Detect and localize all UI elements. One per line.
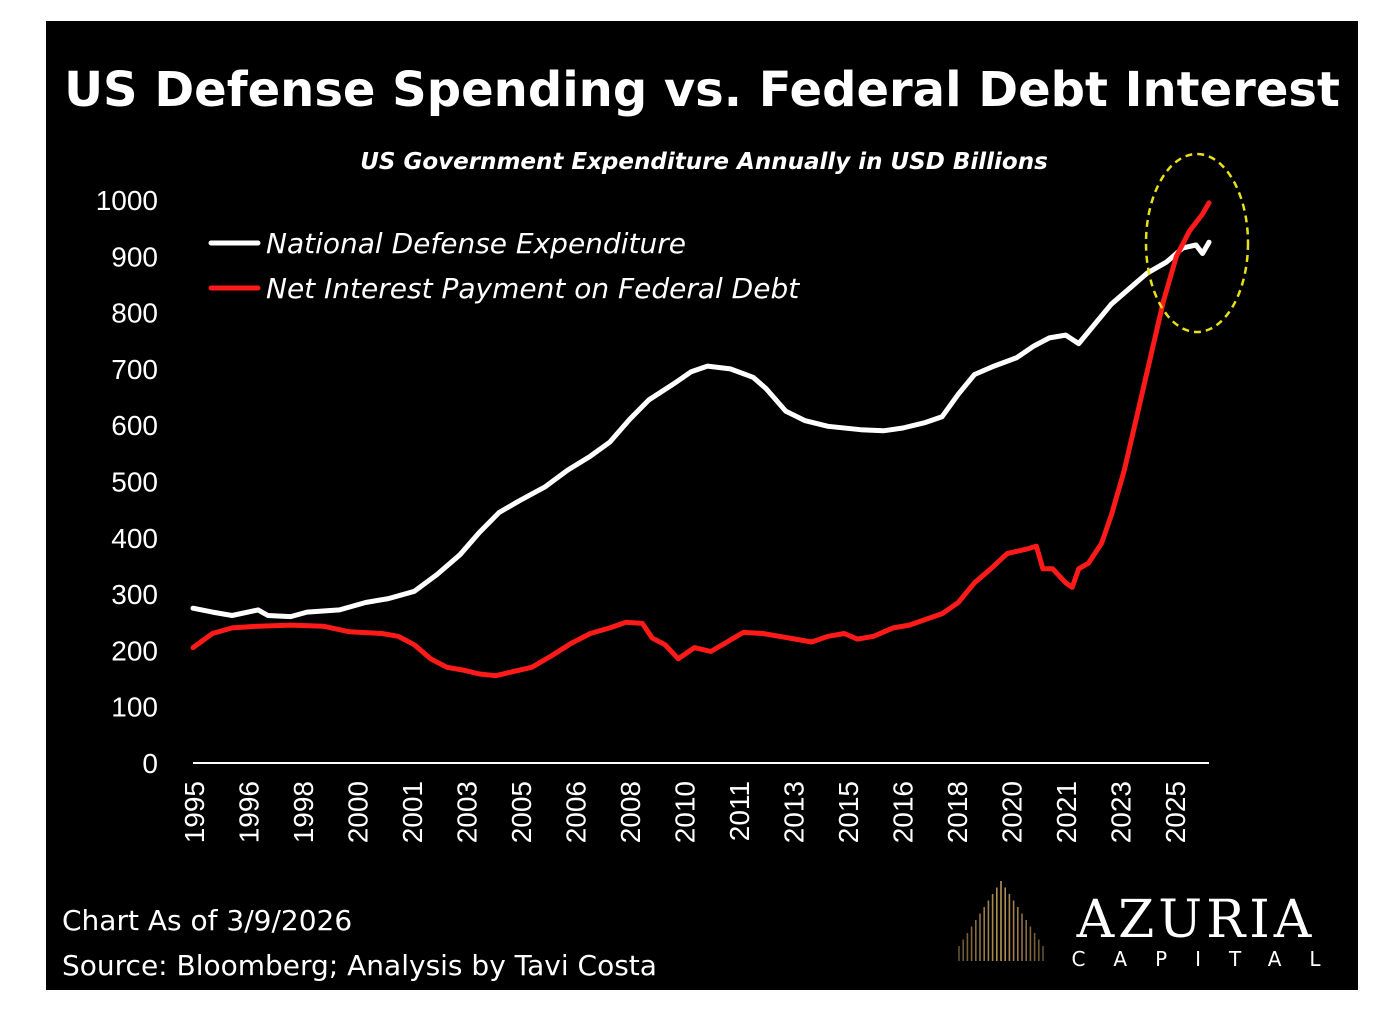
x-tick-label: 1995 — [179, 781, 210, 843]
x-axis-ticks: 1995 1996 1998 2000 2001 2003 2005 2006 2008 2010… — [179, 781, 1191, 843]
legend-label-interest: Net Interest Payment on Federal Debt — [266, 272, 800, 305]
x-tick-label: 2011 — [724, 781, 755, 841]
source-note: Source: Bloomberg; Analysis by Tavi Cost… — [62, 949, 657, 982]
chart-subtitle: US Government Expenditure Annually in US… — [360, 149, 1048, 175]
azuria-logo: AZURIA CAPITAL — [958, 881, 1348, 971]
y-tick-label: 900 — [111, 241, 158, 272]
y-tick-label: 100 — [111, 692, 158, 723]
series-lines — [190, 200, 1212, 679]
x-tick-label: 2015 — [833, 781, 864, 843]
x-tick-label: 2016 — [888, 781, 919, 843]
logo-name: AZURIA — [1076, 890, 1316, 950]
x-tick-label: 2013 — [779, 781, 810, 843]
x-tick-label: 2018 — [942, 781, 973, 843]
x-tick-label: 2005 — [506, 781, 537, 843]
legend: National Defense Expenditure Net Interes… — [208, 227, 800, 305]
x-tick-label: 2003 — [452, 781, 483, 843]
highlight-ellipse — [1144, 152, 1250, 334]
y-tick-label: 300 — [111, 579, 158, 610]
y-tick-label: 1000 — [96, 185, 158, 216]
chart-title: US Defense Spending vs. Federal Debt Int… — [64, 62, 1340, 118]
x-tick-label: 2020 — [997, 781, 1028, 843]
chart-canvas: US Defense Spending vs. Federal Debt Int… — [62, 62, 1348, 982]
x-tick-label: 1996 — [234, 781, 265, 843]
y-tick-label: 700 — [111, 354, 158, 385]
defense-series-line — [190, 239, 1212, 620]
y-tick-label: 200 — [111, 635, 158, 666]
legend-label-defense: National Defense Expenditure — [266, 227, 686, 260]
y-tick-label: 800 — [111, 298, 158, 329]
logo-tagline: CAPITAL — [1071, 947, 1348, 971]
x-tick-label: 2000 — [343, 781, 374, 843]
x-tick-label: 2021 — [1051, 781, 1082, 843]
x-tick-label: 2001 — [397, 781, 428, 843]
y-tick-label: 0 — [142, 748, 158, 779]
y-tick-label: 400 — [111, 523, 158, 554]
x-tick-label: 1998 — [288, 781, 319, 843]
y-tick-label: 500 — [111, 467, 158, 498]
x-tick-label: 2025 — [1160, 781, 1191, 843]
y-tick-label: 600 — [111, 410, 158, 441]
logo-mark-icon — [958, 881, 1044, 961]
interest-series-line — [190, 200, 1212, 679]
x-tick-label: 2008 — [615, 781, 646, 843]
x-tick-label: 2023 — [1106, 781, 1137, 843]
x-tick-label: 2006 — [561, 781, 592, 843]
chart-date-note: Chart As of 3/9/2026 — [62, 904, 352, 937]
x-tick-label: 2010 — [670, 781, 701, 843]
chart-panel: US Defense Spending vs. Federal Debt Int… — [46, 21, 1358, 990]
